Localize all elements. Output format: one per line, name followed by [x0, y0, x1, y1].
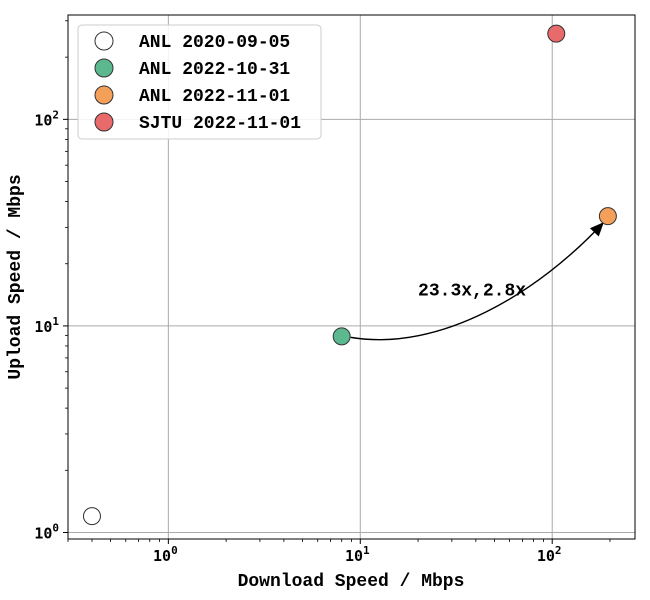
- legend: ANL 2020-09-05 ANL 2022-10-31 ANL 2022-1…: [77, 24, 322, 140]
- x-axis-label: Download Speed / Mbps: [238, 572, 465, 592]
- annotation: 23.3x,2.8x: [350, 221, 605, 341]
- x-tick-label: 100: [153, 544, 178, 565]
- annotation-arrowhead: [589, 222, 604, 237]
- data-point: [332, 327, 351, 346]
- legend-label: SJTU 2022-11-01: [139, 114, 301, 134]
- legend-label: ANL 2022-11-01: [139, 87, 290, 107]
- axis-ticks: 100 101 102 100 101 102: [34, 20, 611, 565]
- legend-marker: [94, 31, 114, 51]
- x-tick-label: 101: [345, 544, 370, 565]
- data-points: [82, 24, 617, 526]
- legend-entry: ANL 2022-10-31: [94, 58, 290, 80]
- y-tick-label: 102: [34, 108, 59, 129]
- legend-marker: [94, 112, 114, 132]
- legend-entry: ANL 2020-09-05: [94, 31, 290, 53]
- y-tick-label: 100: [34, 521, 59, 542]
- legend-label: ANL 2020-09-05: [139, 33, 290, 53]
- data-point: [598, 207, 617, 226]
- legend-entry: ANL 2022-11-01: [94, 85, 290, 107]
- legend-label: ANL 2022-10-31: [139, 60, 290, 80]
- data-point: [547, 24, 566, 43]
- legend-entry: SJTU 2022-11-01: [94, 112, 301, 134]
- legend-box: [77, 24, 322, 140]
- y-axis-label: Upload Speed / Mbps: [6, 174, 26, 379]
- y-tick-label: 101: [34, 315, 59, 336]
- legend-marker: [94, 85, 114, 105]
- legend-marker: [94, 58, 114, 78]
- annotation-arrow: [350, 221, 605, 341]
- data-point: [82, 507, 101, 526]
- x-tick-label: 102: [537, 544, 562, 565]
- annotation-label: 23.3x,2.8x: [418, 282, 526, 302]
